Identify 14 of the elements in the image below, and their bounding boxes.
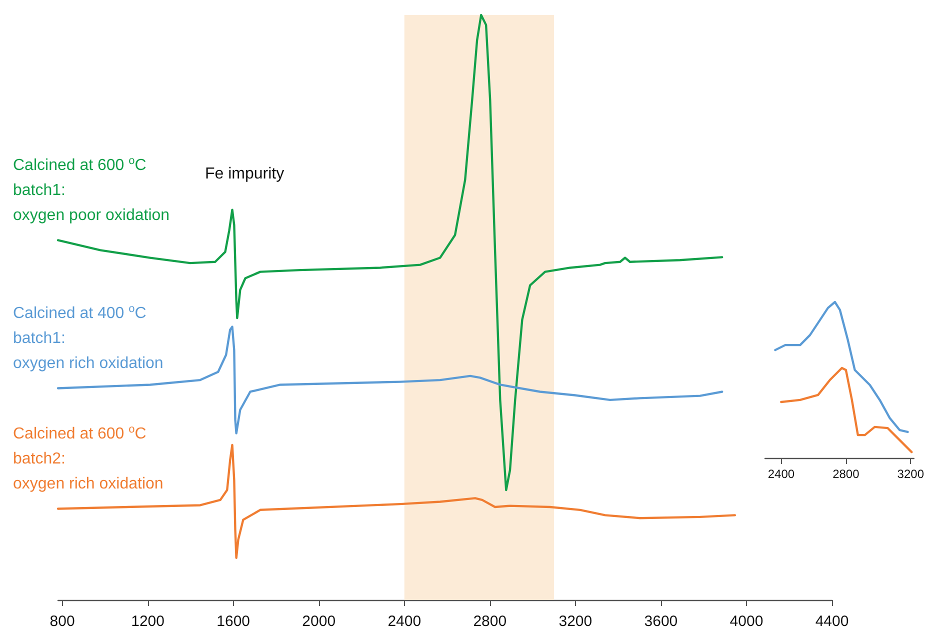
x-tick-label: 4400 — [815, 613, 849, 630]
x-tick-label: 2800 — [832, 467, 860, 481]
annotation: Fe impurity — [205, 166, 284, 182]
x-tick-label: 3600 — [644, 613, 678, 630]
x-tick-label: 3200 — [897, 467, 924, 481]
x-tick-label: 3200 — [558, 613, 592, 630]
x-tick-label: 1600 — [216, 613, 250, 630]
x-tick-label: 2000 — [302, 613, 336, 630]
x-tick-label: 2400 — [768, 467, 795, 481]
x-tick-label: 2800 — [473, 613, 507, 630]
x-tick-label: 4000 — [730, 613, 764, 630]
x-tick-label: 1200 — [131, 613, 164, 630]
x-tick-label: 800 — [50, 613, 75, 630]
x-tick-label: 2400 — [388, 613, 422, 630]
